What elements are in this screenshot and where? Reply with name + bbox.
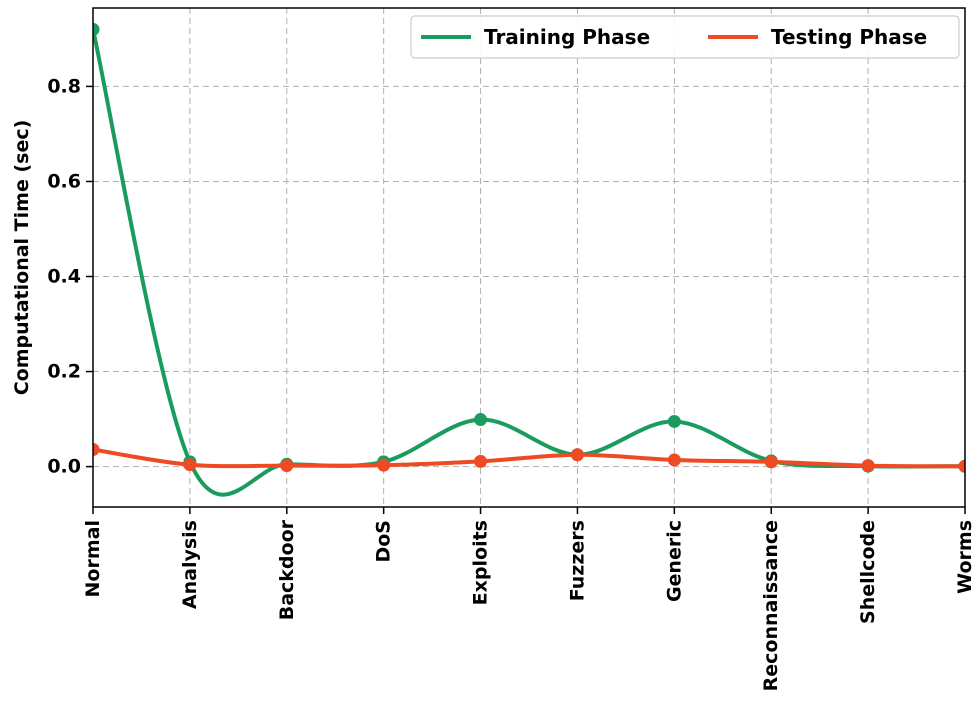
- data-point: [667, 453, 681, 467]
- legend-label: Training Phase: [484, 25, 650, 49]
- series-layer: [93, 22, 965, 497]
- series-testing: [93, 442, 965, 473]
- x-tick-label: Shellcode: [857, 520, 879, 624]
- data-point: [474, 413, 488, 427]
- data-point: [93, 22, 100, 36]
- x-tick-label: Normal: [82, 520, 104, 597]
- axes: Normal Analysis Backdoor DoS Exploits Fuzzers…: [47, 75, 975, 691]
- y-axis-title: Computational Time (sec): [11, 120, 33, 396]
- grid: [92, 8, 966, 507]
- data-point: [667, 414, 681, 428]
- x-tick-label: Analysis: [179, 520, 201, 609]
- x-tick-label: DoS: [373, 520, 395, 563]
- plot-frame: [92, 7, 966, 508]
- y-tick-label: 0.8: [47, 75, 81, 97]
- data-point: [764, 455, 778, 469]
- x-tick-label: Exploits: [470, 520, 492, 605]
- x-tick-label: Backdoor: [276, 519, 298, 620]
- data-point: [377, 458, 391, 472]
- data-point: [570, 448, 584, 462]
- data-point: [183, 458, 197, 472]
- x-tick-label: Generic: [663, 520, 685, 602]
- x-tick-label: Reconnaissance: [760, 520, 782, 691]
- x-tick-label: Worms: [954, 520, 975, 594]
- legend-label: Testing Phase: [771, 25, 927, 49]
- series-line: [93, 28, 965, 497]
- y-tick-label: 0.4: [47, 266, 81, 288]
- x-tick-label: Fuzzers: [566, 520, 588, 601]
- data-point: [280, 459, 294, 473]
- legend: Training Phase Testing Phase: [410, 15, 960, 59]
- data-point: [474, 454, 488, 468]
- data-point: [93, 442, 100, 456]
- y-tick-label: 0.0: [47, 456, 81, 478]
- data-point: [861, 459, 875, 473]
- series-line: [93, 447, 965, 469]
- y-tick-label: 0.6: [47, 170, 81, 192]
- y-tick-label: 0.2: [47, 361, 81, 383]
- legend-box: [410, 15, 960, 59]
- data-point: [958, 459, 965, 473]
- series-training: [93, 22, 965, 497]
